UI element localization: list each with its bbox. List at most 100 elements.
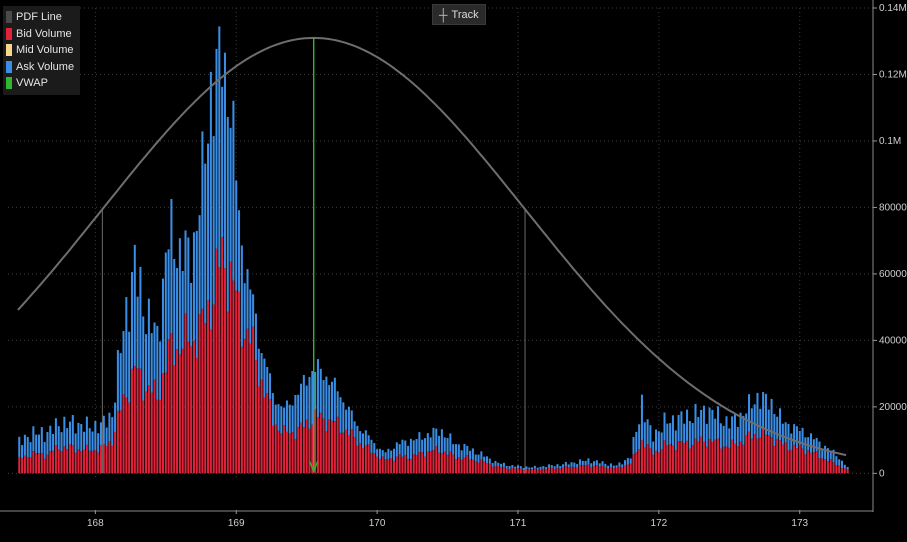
bid-bar — [218, 267, 221, 474]
bid-bar — [629, 463, 632, 474]
bid-bar — [280, 433, 283, 474]
bid-bar — [85, 444, 88, 474]
legend-item[interactable]: Bid Volume — [6, 26, 74, 43]
bid-bar — [392, 460, 396, 474]
bid-bar — [249, 343, 252, 474]
ask-bar — [835, 456, 838, 466]
ask-bar — [235, 180, 238, 291]
bid-bar — [142, 400, 145, 474]
bid-bar — [139, 368, 142, 474]
ask-bar — [407, 445, 410, 459]
ask-bar — [700, 409, 703, 437]
bid-bar — [68, 444, 72, 474]
bid-bar — [232, 280, 235, 474]
ask-bar — [435, 428, 438, 447]
x-tick-label: 168 — [87, 518, 104, 529]
ask-bar — [781, 423, 784, 445]
ask-bar — [460, 450, 463, 460]
bid-bar — [640, 440, 643, 474]
bid-bar — [285, 431, 288, 474]
ask-bar — [85, 416, 88, 445]
bid-bar — [700, 436, 703, 474]
bid-bar — [454, 459, 458, 474]
legend-item[interactable]: VWAP — [6, 75, 74, 92]
y-tick-label: 60000 — [879, 269, 907, 280]
bid-bar — [331, 420, 334, 474]
bid-bar — [229, 261, 232, 474]
ask-bar — [316, 359, 319, 418]
bid-bar — [488, 463, 491, 474]
ask-bar — [666, 423, 669, 445]
bid-bar — [829, 458, 832, 474]
bid-bar — [657, 452, 660, 474]
x-tick-label: 173 — [791, 518, 808, 529]
ask-bar — [708, 407, 711, 440]
bid-bar — [686, 440, 689, 474]
bid-bar — [209, 329, 212, 474]
ask-bar — [77, 422, 80, 450]
bid-bar — [756, 438, 759, 474]
bid-bar — [748, 431, 751, 474]
bid-bar — [660, 448, 663, 474]
bid-bar — [615, 467, 618, 474]
ask-bar — [767, 409, 770, 436]
ask-bar — [593, 461, 596, 467]
ask-bar — [356, 425, 359, 446]
bid-bar — [71, 445, 74, 474]
bid-bar — [838, 465, 841, 474]
ask-bar — [415, 438, 418, 456]
ask-bar — [818, 441, 821, 459]
ask-bar — [733, 414, 736, 444]
legend-label: PDF Line — [16, 11, 62, 24]
bid-bar — [373, 453, 376, 474]
legend-item[interactable]: Ask Volume — [6, 59, 74, 76]
ask-bar — [629, 458, 632, 464]
ask-bar — [773, 413, 776, 447]
bid-bar — [840, 468, 844, 474]
bid-bar — [463, 457, 466, 474]
ask-bar — [525, 466, 528, 470]
bid-bar — [345, 429, 348, 474]
ask-bar — [466, 445, 469, 456]
ask-bar — [23, 434, 26, 456]
bid-bar — [432, 450, 435, 474]
legend-item[interactable]: PDF Line — [6, 9, 74, 26]
bid-bar — [702, 441, 705, 474]
ask-bar — [325, 376, 328, 432]
ask-bar — [108, 412, 111, 442]
ask-bar — [683, 423, 686, 444]
bid-bar — [832, 462, 835, 474]
ask-bar — [114, 402, 117, 432]
ask-bar — [376, 449, 379, 457]
bid-bar — [60, 450, 63, 474]
bid-bar — [297, 427, 300, 474]
ask-bar — [840, 460, 844, 469]
ask-bar — [719, 423, 722, 449]
ask-bar — [564, 461, 567, 467]
bid-bar — [63, 446, 66, 474]
ask-bar — [263, 358, 266, 398]
bid-bar — [384, 459, 387, 474]
bid-bar — [111, 445, 114, 474]
ask-bar — [401, 439, 404, 457]
ask-bar — [516, 465, 519, 469]
ask-bar — [677, 414, 680, 442]
ask-bar — [226, 116, 229, 312]
ask-bar — [669, 423, 672, 445]
legend-item[interactable]: Mid Volume — [6, 42, 74, 59]
ask-bar — [145, 334, 148, 392]
bid-bar — [666, 444, 669, 474]
bid-bar — [378, 458, 381, 474]
ask-bar — [18, 436, 21, 457]
bid-bar — [671, 445, 674, 474]
track-button[interactable]: ┼ Track — [432, 4, 486, 25]
ask-bar — [342, 402, 345, 433]
ask-bar — [277, 404, 280, 431]
ask-bar — [370, 439, 373, 453]
ask-bar — [674, 430, 677, 451]
ask-bar — [474, 454, 477, 462]
bid-bar — [74, 452, 77, 474]
bid-bar — [750, 438, 753, 474]
bid-bar — [612, 468, 615, 474]
bid-bar — [846, 469, 849, 474]
